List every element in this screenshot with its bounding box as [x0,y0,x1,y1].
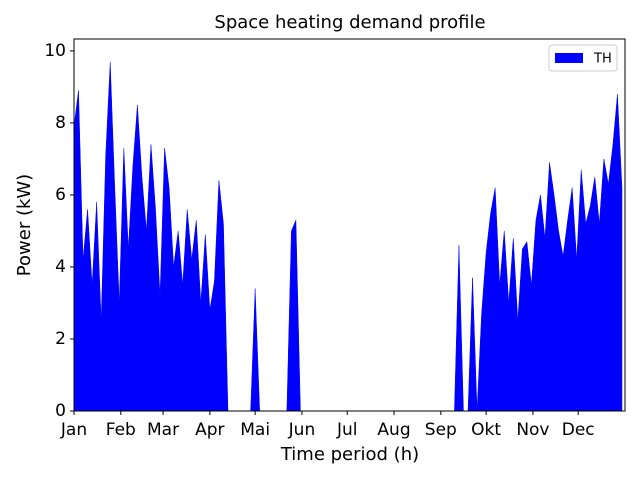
y-tick-label: 0 [55,401,66,421]
legend-swatch [555,53,583,63]
x-tick-label: Jan [60,420,87,440]
x-tick-label: Mar [147,420,179,440]
plot-frame [73,38,626,412]
y-axis-label: Power (kW) [14,174,35,276]
chart-title: Space heating demand profile [214,12,485,33]
x-axis-label: Time period (h) [280,444,419,465]
x-tick-label: Nov [516,420,549,440]
legend-label: TH [593,52,612,67]
x-tick-label: Jun [288,420,316,440]
x-tick-label: Apr [195,420,224,440]
y-tick-label: 6 [55,185,66,205]
y-tick-label: 2 [55,329,66,349]
x-tick-label: Mai [240,420,270,440]
y-tick-label: 4 [55,257,66,277]
y-tick-label: 8 [55,113,66,133]
x-tick-label: Okt [471,420,501,440]
x-tick-label: Jul [336,420,358,440]
x-tick-label: Aug [377,420,410,440]
x-tick-label: Sep [425,420,457,440]
y-tick-label: 10 [44,41,66,61]
area [73,61,623,412]
x-tick-label: Dec [562,420,595,440]
x-tick-label: Feb [106,420,136,440]
